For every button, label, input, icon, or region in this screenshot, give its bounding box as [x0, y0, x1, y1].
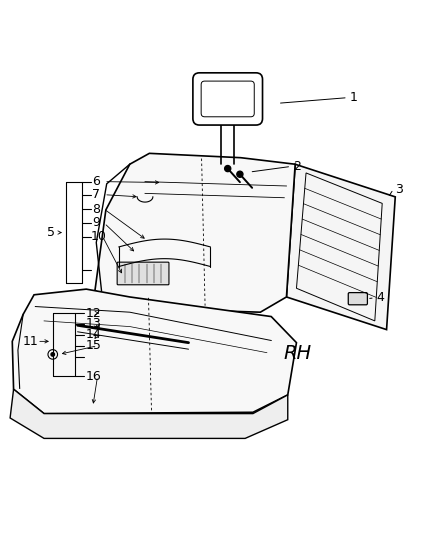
Text: 3: 3	[395, 182, 403, 196]
Text: 8: 8	[92, 203, 100, 215]
Polygon shape	[10, 389, 288, 439]
Text: 6: 6	[92, 175, 100, 188]
FancyBboxPatch shape	[193, 73, 262, 125]
Text: 7: 7	[92, 188, 100, 201]
Text: 1: 1	[350, 91, 357, 104]
Circle shape	[237, 171, 243, 177]
Text: 2: 2	[293, 160, 301, 173]
Text: 10: 10	[91, 230, 106, 244]
Text: 13: 13	[85, 318, 101, 330]
Text: 14: 14	[85, 328, 101, 341]
Circle shape	[51, 353, 54, 356]
Circle shape	[225, 166, 231, 172]
Text: 16: 16	[85, 370, 101, 383]
FancyBboxPatch shape	[348, 293, 367, 305]
Text: 15: 15	[85, 339, 101, 352]
Polygon shape	[12, 289, 297, 414]
Text: RH: RH	[283, 344, 311, 363]
FancyBboxPatch shape	[117, 262, 169, 285]
Text: 11: 11	[22, 335, 38, 348]
Text: 9: 9	[92, 216, 100, 230]
Text: 12: 12	[85, 306, 101, 320]
Polygon shape	[95, 154, 295, 312]
Text: 4: 4	[377, 292, 385, 304]
Polygon shape	[286, 164, 395, 329]
Text: 5: 5	[47, 226, 55, 239]
